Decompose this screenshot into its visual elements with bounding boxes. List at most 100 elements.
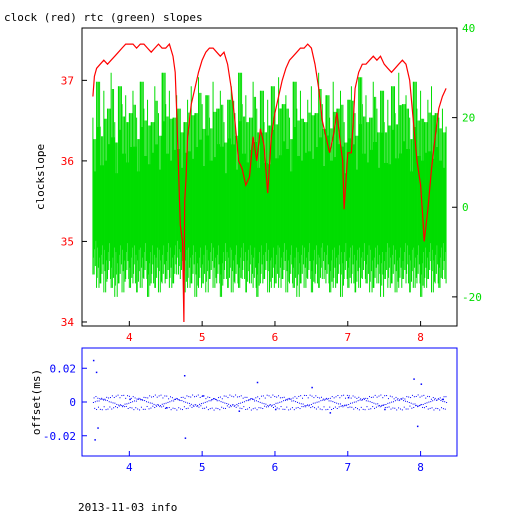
offset-point [235, 394, 237, 396]
offset-point [340, 405, 342, 407]
offset-point [219, 409, 221, 411]
main-y-label: clockslope [34, 144, 47, 210]
offset-point [444, 401, 446, 403]
offset-point [231, 395, 233, 397]
main-y-axis-right: -20 0 20 40 [452, 22, 482, 304]
offset-point [420, 404, 422, 406]
offset-point [183, 375, 186, 377]
offset-point [427, 395, 429, 397]
offset-point [153, 403, 155, 405]
offset-point [387, 402, 389, 404]
offset-point [261, 402, 263, 404]
offset-point [202, 395, 204, 397]
offset-x-tick-label: 8 [417, 461, 424, 474]
offset-point [177, 399, 179, 401]
offset-point [92, 359, 95, 362]
offset-point [332, 401, 334, 403]
offset-point [298, 402, 300, 404]
offset-point [336, 408, 338, 410]
offset-point [322, 399, 324, 401]
offset-point [367, 398, 369, 400]
offset-y-tick-label: 0.02 [50, 362, 77, 375]
offset-point [166, 407, 168, 409]
offset-point [317, 406, 319, 408]
offset-point [319, 397, 321, 399]
x-tick-label: 6 [272, 331, 279, 344]
offset-point [355, 401, 357, 403]
offset-point [314, 402, 316, 404]
offset-point [339, 397, 341, 399]
offset-point [208, 400, 210, 402]
offset-point [416, 425, 419, 428]
offset-point [125, 405, 127, 407]
offset-point [306, 405, 308, 407]
offset-point [130, 397, 132, 399]
offset-point [330, 400, 332, 402]
offset-point [327, 408, 329, 410]
offset-point [195, 404, 197, 406]
offset-point [116, 407, 118, 409]
offset-point [245, 400, 247, 402]
offset-point [354, 396, 356, 398]
offset-point [221, 406, 223, 408]
offset-point [135, 400, 137, 402]
offset-point [422, 403, 424, 405]
offset-point [324, 399, 326, 401]
offset-point [148, 408, 150, 410]
y-tick-label-left: 34 [61, 316, 75, 329]
offset-point [381, 405, 383, 407]
offset-point [173, 398, 175, 400]
offset-point [240, 402, 242, 404]
offset-point [409, 405, 411, 407]
offset-point [230, 406, 232, 408]
offset-point [218, 400, 220, 402]
offset-point [318, 401, 320, 403]
offset-point [101, 409, 103, 411]
offset-point [183, 401, 185, 403]
offset-y-label: offset(ms) [30, 369, 43, 435]
offset-point [136, 398, 138, 400]
offset-point [423, 407, 425, 409]
offset-point [188, 402, 190, 404]
offset-point [405, 400, 407, 402]
offset-point [295, 407, 297, 409]
offset-point [132, 401, 134, 403]
offset-point [360, 398, 362, 400]
offset-point [413, 406, 415, 408]
offset-x-tick-label: 4 [126, 461, 133, 474]
offset-point [343, 405, 345, 407]
offset-point [231, 404, 233, 406]
offset-point [140, 406, 142, 408]
offset-point [379, 406, 381, 408]
offset-point [139, 409, 141, 411]
offset-point [124, 403, 126, 405]
offset-point [108, 397, 110, 399]
offset-point [145, 401, 147, 403]
chart-title: clock (red) rtc (green) slopes [4, 11, 203, 24]
offset-point [420, 403, 422, 405]
offset-point [135, 407, 137, 409]
offset-point [139, 398, 141, 400]
offset-point [147, 397, 149, 399]
offset-point [111, 408, 113, 410]
offset-point [442, 408, 444, 410]
offset-point [321, 409, 323, 411]
offset-point [250, 398, 252, 400]
offset-point [97, 406, 99, 408]
offset-point [194, 404, 196, 406]
offset-point [418, 404, 420, 406]
offset-point [425, 397, 427, 399]
offset-point [326, 398, 328, 400]
offset-point [425, 406, 427, 408]
offset-point [205, 398, 207, 400]
offset-point [300, 395, 302, 397]
offset-point [233, 405, 235, 407]
offset-point [391, 401, 393, 403]
offset-point [329, 406, 331, 408]
offset-point [344, 397, 346, 399]
offset-point [385, 404, 387, 406]
offset-point [213, 409, 215, 411]
offset-point [333, 397, 335, 399]
offset-point [304, 405, 306, 407]
offset-point [238, 410, 241, 412]
